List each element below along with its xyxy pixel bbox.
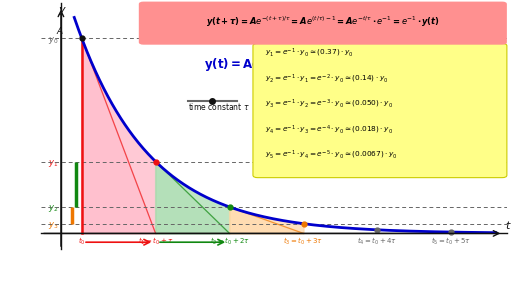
Text: $y_4 = e^{-1} \cdot y_3 = e^{-4} \cdot y_0 \simeq (0.018) \cdot y_0$: $y_4 = e^{-1} \cdot y_3 = e^{-4} \cdot y…	[265, 123, 393, 136]
Text: $y_5 = e^{-1} \cdot y_4 = e^{-5} \cdot y_0 \simeq (0.0067) \cdot y_0$: $y_5 = e^{-1} \cdot y_4 = e^{-5} \cdot y…	[265, 149, 397, 161]
FancyBboxPatch shape	[139, 2, 507, 45]
Text: $\mathbf{y(t) = Ae^{-t/\tau}}$: $\mathbf{y(t) = Ae^{-t/\tau}}$	[204, 55, 281, 75]
Text: $y_2 = e^{-1} \cdot y_1 = e^{-2} \cdot y_0 \simeq (0.14) \cdot y_0$: $y_2 = e^{-1} \cdot y_1 = e^{-2} \cdot y…	[265, 73, 388, 85]
Text: $y_3 = e^{-1} \cdot y_2 = e^{-3} \cdot y_0 \simeq (0.050) \cdot y_0$: $y_3 = e^{-1} \cdot y_2 = e^{-3} \cdot y…	[265, 98, 393, 110]
FancyBboxPatch shape	[253, 44, 507, 178]
Text: $y$: $y$	[58, 5, 67, 17]
Text: $A$: $A$	[56, 25, 64, 36]
Text: $t$: $t$	[505, 219, 512, 231]
Text: $y_1 = e^{-1} \cdot y_0 \simeq (0.37) \cdot y_0$: $y_1 = e^{-1} \cdot y_0 \simeq (0.37) \c…	[265, 47, 353, 59]
Polygon shape	[229, 207, 304, 233]
Text: $\boldsymbol{y(t + \tau) = Ae^{-(t+\tau)/\tau} = Ae^{(t/\tau)-1} = Ae^{-t/\tau} : $\boldsymbol{y(t + \tau) = Ae^{-(t+\tau)…	[206, 15, 440, 29]
Polygon shape	[156, 162, 229, 233]
Text: time constant $\tau$: time constant $\tau$	[188, 101, 249, 112]
Polygon shape	[81, 38, 156, 233]
